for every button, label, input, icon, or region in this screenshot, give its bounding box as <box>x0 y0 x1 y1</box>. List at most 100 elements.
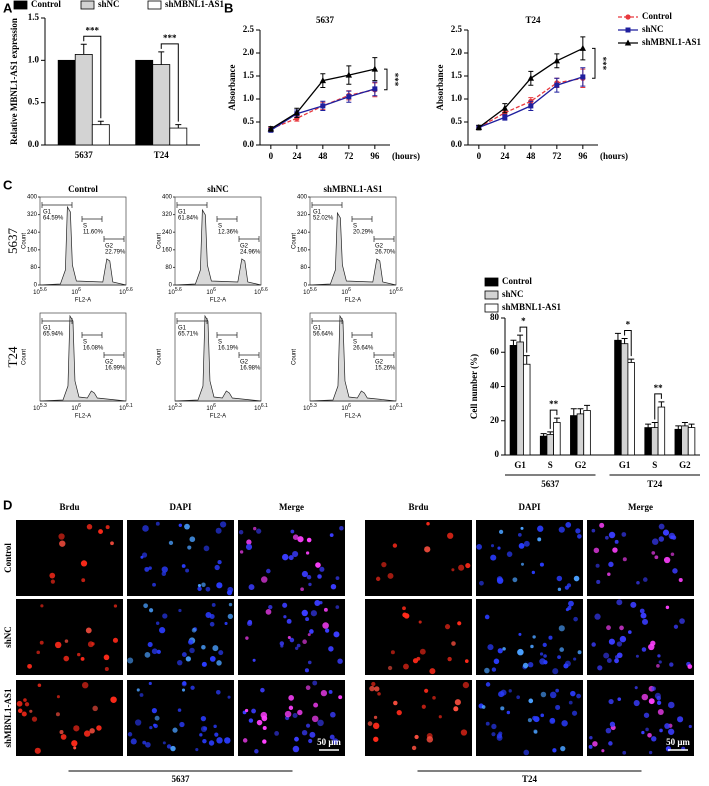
cell <box>305 723 311 728</box>
tick-exponent: 6 <box>348 403 351 409</box>
cell <box>532 635 536 639</box>
y-tick-label: 1.5 <box>451 70 463 80</box>
error-bar <box>517 334 524 342</box>
x-tick-label: 0 <box>269 151 274 161</box>
x-tick-label: 48 <box>526 151 536 161</box>
gate-name: G2 <box>105 244 114 250</box>
cell <box>670 552 675 557</box>
cell <box>17 708 23 714</box>
cell <box>451 568 455 572</box>
error-bar <box>553 417 560 423</box>
gate-percent: 52.02% <box>313 216 334 222</box>
y-axis-label: Count <box>157 349 163 365</box>
cell <box>412 658 419 664</box>
marker <box>371 65 379 72</box>
cell <box>665 605 670 610</box>
cell <box>628 630 632 634</box>
cell <box>457 621 462 626</box>
cell <box>181 688 186 692</box>
cell <box>73 746 77 750</box>
column-title: Merge <box>279 502 304 512</box>
y-tick-label: 160 <box>162 247 173 253</box>
cell <box>497 648 503 654</box>
cell <box>444 624 451 630</box>
gate-percent: 56.64% <box>313 332 334 338</box>
cell <box>540 713 545 718</box>
gate <box>103 352 125 358</box>
cell <box>185 568 190 573</box>
row-label: Control <box>3 543 13 573</box>
bar <box>135 59 154 146</box>
cell <box>496 576 503 582</box>
cell <box>81 578 86 583</box>
cell <box>310 610 317 617</box>
cell <box>197 586 202 591</box>
y-tick-label: 2.0 <box>451 47 463 57</box>
x-tick-label: G2 <box>575 460 587 470</box>
plot-frame <box>174 312 262 402</box>
significance-bracket <box>83 35 102 119</box>
cell <box>641 618 649 625</box>
cell <box>679 618 685 624</box>
cell <box>576 693 581 699</box>
x-tick-label: 72 <box>344 151 354 161</box>
significance-bracket <box>549 409 558 429</box>
cell <box>490 554 497 561</box>
cell <box>185 656 191 662</box>
cell <box>178 523 183 527</box>
tick-base: 10 <box>341 290 348 296</box>
cell <box>371 681 376 687</box>
cell <box>374 686 380 692</box>
cell <box>216 737 223 744</box>
cell <box>187 639 194 645</box>
cell <box>651 538 659 545</box>
cell <box>617 697 622 701</box>
y-tick-label: 0.0 <box>451 139 463 149</box>
cell <box>217 559 222 565</box>
micrograph <box>365 520 472 596</box>
cell <box>418 620 422 624</box>
gate <box>216 332 238 338</box>
y-tick-label: 0.0 <box>243 139 255 149</box>
plot-frame <box>309 312 397 402</box>
cell <box>558 625 565 632</box>
x-tick-label: 105.3 <box>303 403 317 411</box>
x-tick-label: 106 <box>341 287 351 295</box>
cell <box>616 641 623 647</box>
cell <box>224 621 228 626</box>
legend-swatch <box>147 0 162 10</box>
cell <box>621 532 627 537</box>
cell <box>532 715 537 721</box>
significance-label: *** <box>598 57 608 71</box>
x-axis-label: FL2-A <box>345 414 361 420</box>
group-label: 5637 <box>541 479 560 489</box>
y-tick-label: 400 <box>27 195 38 201</box>
cell <box>614 539 619 544</box>
cell <box>178 608 182 613</box>
cell <box>530 644 534 649</box>
cell <box>664 723 670 729</box>
cell <box>82 682 89 689</box>
tick-base: 10 <box>254 406 261 412</box>
cell <box>555 704 561 710</box>
cell <box>92 705 98 712</box>
histogram <box>39 205 127 286</box>
cell <box>315 562 321 568</box>
gate-percent: 20.29% <box>353 230 374 236</box>
cell <box>608 741 613 746</box>
cell <box>330 711 336 718</box>
micrograph <box>16 520 123 596</box>
bar <box>546 434 554 456</box>
y-tick-label: 2.0 <box>243 47 255 57</box>
cell <box>155 521 160 526</box>
cell <box>333 631 340 638</box>
cell <box>476 543 482 550</box>
column-title: shNC <box>207 184 229 194</box>
column-title: Brdu <box>59 502 79 512</box>
gate-name: G1 <box>43 210 52 216</box>
cell <box>375 576 381 582</box>
y-tick-label: 240 <box>27 230 38 236</box>
column-title: Control <box>68 184 98 194</box>
cell <box>591 528 596 533</box>
marker <box>319 77 327 84</box>
